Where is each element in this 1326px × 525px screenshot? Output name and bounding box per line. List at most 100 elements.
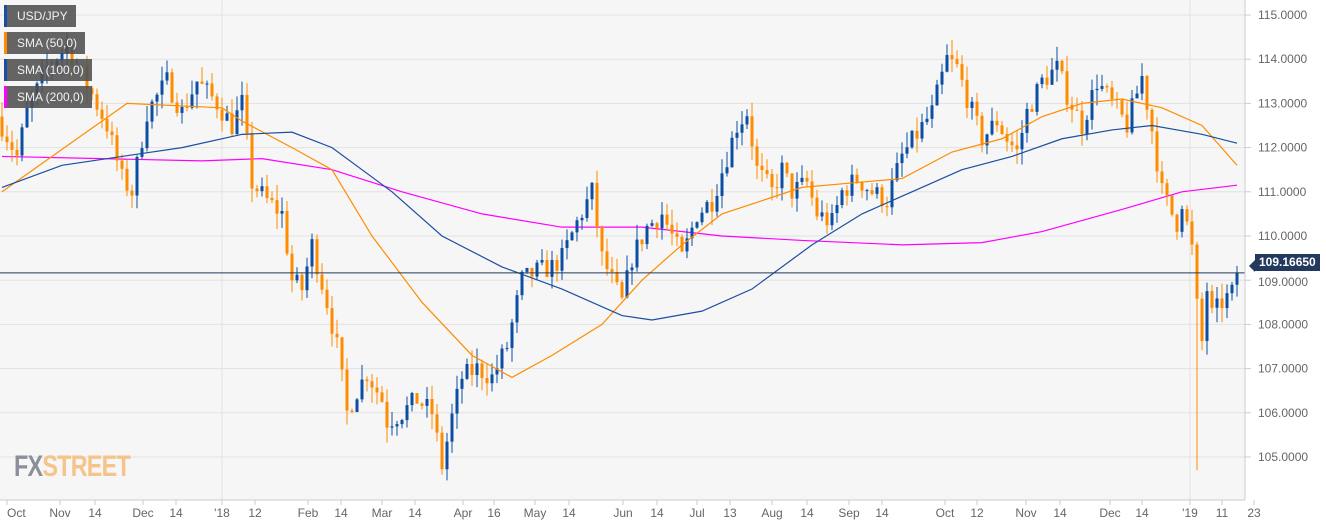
- candle-body: [215, 96, 219, 110]
- candle-body: [1195, 244, 1199, 299]
- x-tick-label: Nov: [49, 506, 70, 520]
- candle-body: [355, 399, 359, 412]
- x-tick-label: May: [524, 506, 547, 520]
- x-tick-label: 14: [1053, 506, 1067, 520]
- candle-body: [980, 115, 984, 146]
- candle-body: [1095, 88, 1099, 91]
- candle-body: [895, 163, 899, 181]
- candle-body: [470, 363, 474, 376]
- candle-body: [635, 239, 639, 268]
- candle-body: [1030, 108, 1034, 112]
- candle-body: [995, 120, 999, 126]
- legend-sma-100[interactable]: SMA (100,0): [4, 59, 92, 81]
- candle-body: [830, 213, 834, 226]
- candle-body: [1060, 60, 1064, 72]
- x-tick-label: Dec: [132, 506, 153, 520]
- sma-200-path: [1, 155, 1238, 246]
- x-tick-label: Dec: [1099, 506, 1120, 520]
- x-tick-label: 14: [650, 506, 664, 520]
- y-axis: 115.0000 114.0000 113.0000 112.0000 111.0000…: [1245, 8, 1308, 464]
- candle-body: [765, 169, 769, 175]
- candle-body: [15, 149, 19, 156]
- candle-body: [1040, 77, 1044, 85]
- candle-body: [900, 153, 904, 164]
- candle-body: [1025, 108, 1029, 133]
- candle-body: [960, 64, 964, 80]
- candle-body: [930, 105, 934, 119]
- candle-body: [575, 220, 579, 233]
- sma-200-line: [1, 155, 1238, 246]
- candle-body: [910, 130, 914, 148]
- candle-body: [180, 106, 184, 113]
- y-tick-label: 115.0000: [1258, 8, 1307, 22]
- candle-body: [10, 142, 14, 150]
- candle-body: [95, 94, 99, 110]
- x-tick-label: 14: [875, 506, 889, 520]
- x-tick-label: 14: [562, 506, 576, 520]
- candle-body: [1020, 132, 1024, 150]
- candle-body: [790, 173, 794, 199]
- candle-body: [855, 174, 859, 182]
- candle-body: [1170, 195, 1174, 215]
- candle-body: [725, 167, 729, 174]
- candle-body: [640, 239, 644, 245]
- candle-body: [540, 260, 544, 263]
- candle-body: [610, 269, 614, 273]
- candle-body: [630, 267, 634, 271]
- candle-body: [190, 94, 194, 108]
- candle-body: [685, 238, 689, 252]
- candle-body: [150, 101, 154, 122]
- candle-body: [1185, 209, 1189, 222]
- candle-body: [810, 181, 814, 198]
- candle-body: [940, 71, 944, 85]
- candle-body: [230, 113, 234, 135]
- candle-body: [1005, 133, 1009, 142]
- sma-50-path: [1, 98, 1238, 379]
- candle-body: [530, 267, 534, 277]
- candle-body: [1215, 298, 1219, 308]
- candle-body: [425, 399, 429, 406]
- candle-body: [920, 122, 924, 139]
- candle-body: [155, 94, 159, 102]
- candle-body: [1090, 90, 1094, 120]
- candle-body: [1210, 291, 1214, 308]
- candle-body: [140, 148, 144, 157]
- legend-sma-50[interactable]: SMA (50,0): [4, 32, 86, 54]
- candle-body: [1000, 125, 1004, 134]
- candle-body: [1065, 71, 1069, 105]
- candle-body: [285, 210, 289, 254]
- candle-body: [625, 270, 629, 298]
- legend-sma-200[interactable]: SMA (200,0): [4, 86, 92, 108]
- candle-body: [1045, 77, 1049, 85]
- candle-body: [890, 180, 894, 208]
- x-tick-label: 16: [487, 506, 501, 520]
- candle-body: [385, 401, 389, 428]
- candle-body: [845, 190, 849, 196]
- candle-body: [360, 379, 364, 400]
- candle-body: [260, 186, 264, 192]
- candle-body: [175, 102, 179, 113]
- x-tick-label: 14: [800, 506, 814, 520]
- candle-body: [740, 124, 744, 133]
- candle-body: [560, 248, 564, 271]
- candle-body: [925, 118, 929, 123]
- candle-body: [270, 197, 274, 201]
- candle-body: [1230, 284, 1234, 294]
- candle-body: [710, 201, 714, 212]
- candle-body: [750, 116, 754, 147]
- legend-usdjpy[interactable]: USD/JPY: [4, 5, 76, 27]
- candle-body: [485, 378, 489, 384]
- candle-body: [1080, 110, 1084, 135]
- candle-body: [880, 187, 884, 207]
- candle-body: [510, 322, 514, 348]
- candle-body: [905, 147, 909, 154]
- candle-body: [1010, 141, 1014, 146]
- x-tick-label: 14: [334, 506, 348, 520]
- candle-body: [1085, 119, 1089, 135]
- candle-body: [1145, 75, 1149, 110]
- candle-body: [245, 94, 249, 134]
- candle-body: [20, 127, 24, 156]
- x-tick-label: 14: [408, 506, 422, 520]
- candle-body: [380, 392, 384, 402]
- candle-body: [595, 182, 599, 228]
